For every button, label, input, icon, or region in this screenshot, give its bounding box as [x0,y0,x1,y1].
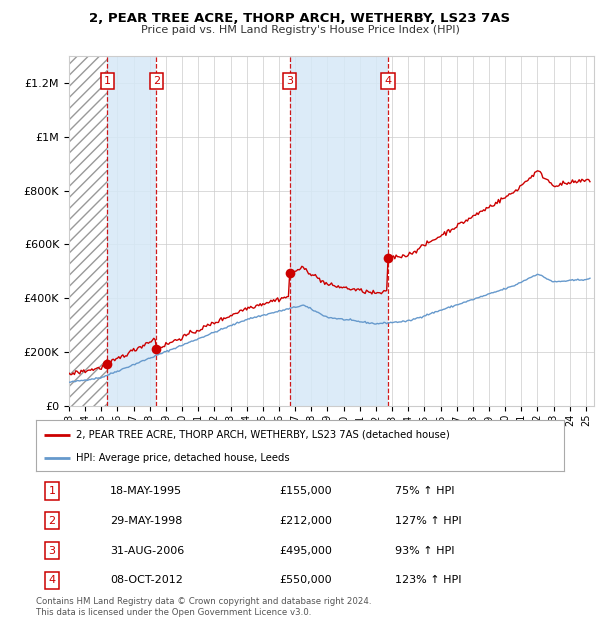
Text: 4: 4 [385,76,392,86]
Text: 08-OCT-2012: 08-OCT-2012 [110,575,183,585]
Text: 18-MAY-1995: 18-MAY-1995 [110,486,182,496]
Text: 3: 3 [286,76,293,86]
Text: Price paid vs. HM Land Registry's House Price Index (HPI): Price paid vs. HM Land Registry's House … [140,25,460,35]
Bar [69,56,107,406]
Text: £550,000: £550,000 [279,575,332,585]
Text: 4: 4 [48,575,55,585]
Text: 127% ↑ HPI: 127% ↑ HPI [395,516,461,526]
Text: £155,000: £155,000 [279,486,332,496]
Text: Contains HM Land Registry data © Crown copyright and database right 2024.
This d: Contains HM Land Registry data © Crown c… [36,598,371,617]
Text: 75% ↑ HPI: 75% ↑ HPI [395,486,455,496]
Bar [290,56,388,406]
Text: 2: 2 [153,76,160,86]
Text: 3: 3 [49,546,55,556]
Text: 29-MAY-1998: 29-MAY-1998 [110,516,182,526]
Text: 1: 1 [104,76,111,86]
Text: £495,000: £495,000 [279,546,332,556]
Text: 93% ↑ HPI: 93% ↑ HPI [395,546,455,556]
Text: 2, PEAR TREE ACRE, THORP ARCH, WETHERBY, LS23 7AS (detached house): 2, PEAR TREE ACRE, THORP ARCH, WETHERBY,… [76,430,449,440]
Text: HPI: Average price, detached house, Leeds: HPI: Average price, detached house, Leed… [76,453,289,464]
Text: 31-AUG-2006: 31-AUG-2006 [110,546,184,556]
Text: 1: 1 [49,486,55,496]
Text: 2, PEAR TREE ACRE, THORP ARCH, WETHERBY, LS23 7AS: 2, PEAR TREE ACRE, THORP ARCH, WETHERBY,… [89,12,511,25]
Text: £212,000: £212,000 [279,516,332,526]
Bar [107,56,157,406]
Text: 123% ↑ HPI: 123% ↑ HPI [395,575,461,585]
Text: 2: 2 [48,516,55,526]
